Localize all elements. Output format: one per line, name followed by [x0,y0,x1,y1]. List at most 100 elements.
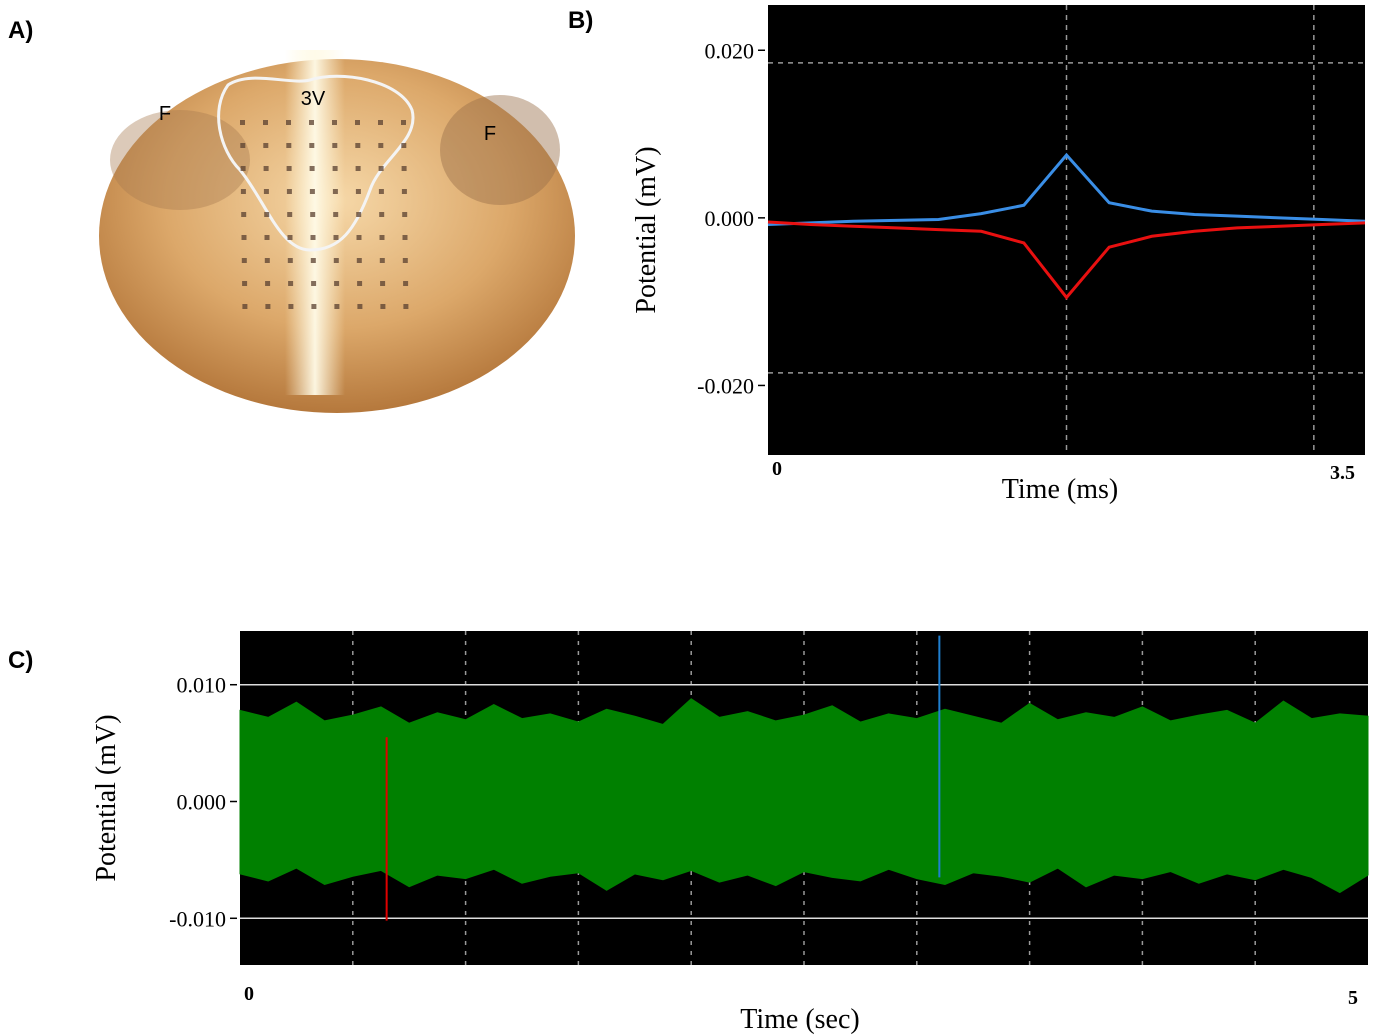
electrode [378,189,384,194]
electrode [357,304,363,309]
electrode [401,189,407,194]
electrode [288,281,294,286]
waveform [767,152,1366,227]
electrode [309,143,315,148]
y-tick-label: 0.000 [177,790,227,815]
electrode [332,189,338,194]
electrode [402,212,408,217]
electrode [240,120,245,125]
electrode [310,235,316,240]
electrode [287,258,293,263]
electrode [334,281,340,286]
y-tick-label: 0.000 [705,206,755,231]
electrode [355,120,360,125]
electrode [333,212,339,217]
panel-label: B) [568,7,593,34]
noise-envelope [239,698,1369,803]
electrode [356,235,362,240]
electrode [402,235,408,240]
electrode [241,258,247,263]
electrode [263,166,269,171]
outline [217,74,415,252]
electrode [309,189,315,194]
photo-label: F [159,103,171,125]
x-tick-label: 0 [772,458,782,480]
photo-label: F [484,123,496,145]
y-tick-label: -0.020 [697,373,754,398]
bright-stripe [285,50,345,395]
panel-label: C) [8,647,33,674]
electrode [401,166,407,171]
electrode [378,143,384,148]
electrode [240,166,246,171]
electrode [286,166,292,171]
electrode [287,235,293,240]
electrode [264,258,270,263]
electrode [311,304,317,309]
electrode [265,304,271,309]
y-axis-label: Potential (mV) [91,714,122,881]
electrode [286,189,292,194]
electrode [378,166,384,171]
electrode [263,143,269,148]
x-tick-label: 0 [244,983,254,1005]
electrode [242,304,248,309]
shade [110,110,250,210]
electrode [403,281,409,286]
electrode [355,166,361,171]
electrode [356,258,362,263]
electrode [332,166,338,171]
electrode [240,143,246,148]
electrode [288,304,294,309]
electrode [241,212,247,217]
electrode [332,120,337,125]
electrode [357,281,363,286]
electrode [310,212,316,217]
electrode [380,304,386,309]
electrode [402,258,408,263]
x-axis-label: Time (sec) [740,1004,860,1035]
electrode [403,304,409,309]
brain-photo: F 3V F [99,50,575,413]
electrode [264,235,270,240]
electrode [401,120,406,125]
electrode [311,281,317,286]
electrode [263,189,269,194]
electrode [240,189,246,194]
electrode [309,166,315,171]
electrode [334,304,340,309]
shade [440,95,560,205]
x-axis-label: Time (ms) [1002,474,1118,505]
electrode [356,212,362,217]
noise-envelope [239,801,1369,894]
electrode [379,258,385,263]
y-axis-label: Potential (mV) [631,146,662,313]
electrode [241,235,247,240]
electrode [379,235,385,240]
electrode [333,258,339,263]
y-tick-label: -0.010 [169,906,226,931]
electrode [264,212,270,217]
electrode [379,212,385,217]
panel-label: A) [8,17,33,44]
electrode [401,143,407,148]
electrode [355,189,361,194]
waveform [767,220,1366,300]
electrode [309,120,314,125]
electrode [242,281,248,286]
photo-label: 3V [301,88,326,110]
electrode [310,258,316,263]
electrode [286,120,291,125]
x-tick-label: 5 [1348,987,1358,1009]
electrode-grid [240,120,409,309]
y-tick-label: 0.010 [177,673,227,698]
electrode [355,143,361,148]
electrode [332,143,338,148]
electrode [286,143,292,148]
x-tick-label: 3.5 [1330,462,1355,484]
electrode [378,120,383,125]
electrode [333,235,339,240]
electrode [265,281,271,286]
